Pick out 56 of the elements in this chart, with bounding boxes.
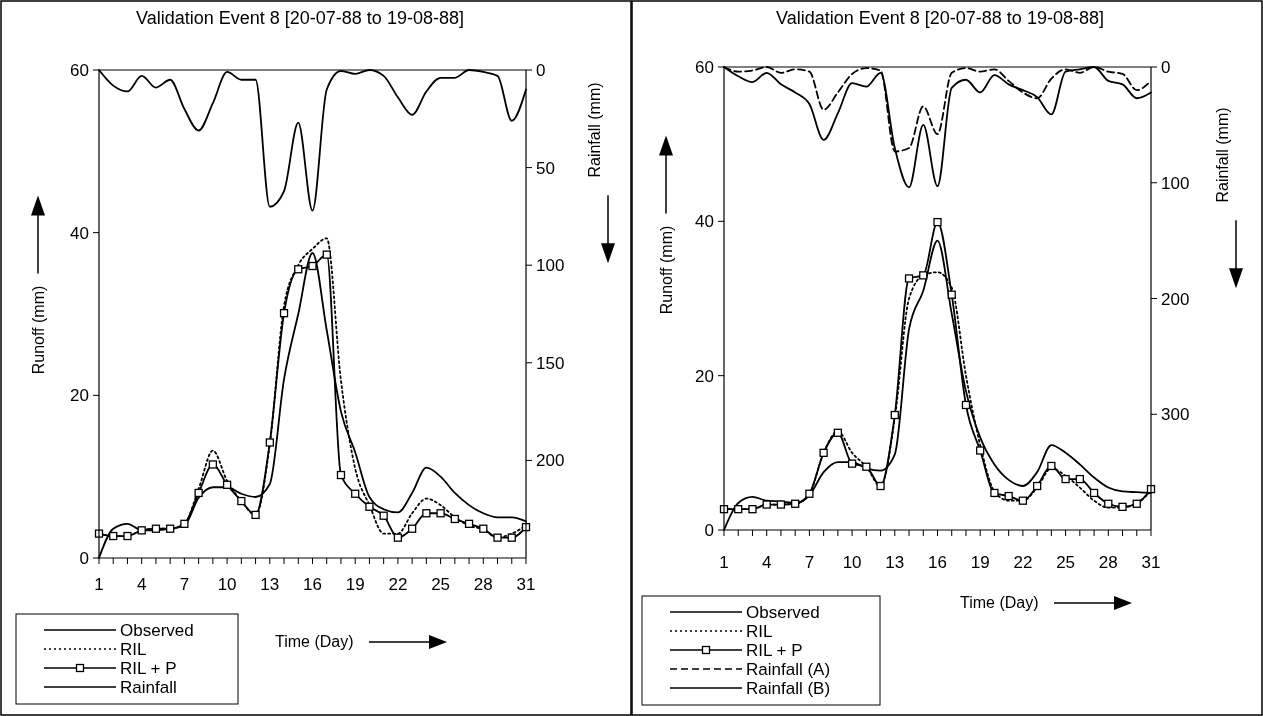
x-tick-label: 10	[217, 575, 237, 594]
x-tick-label: 19	[970, 553, 990, 572]
y2-tick-label: 300	[1161, 405, 1190, 425]
x-tick-label: 7	[179, 575, 190, 594]
x-tick-label: 16	[303, 575, 322, 594]
x-tick-label: 1	[719, 553, 729, 572]
y-tick-label: 40	[70, 223, 89, 243]
x-tick-label: 13	[260, 575, 280, 594]
x-tick-label: 19	[345, 575, 365, 594]
chart-title: Validation Event 8 [20-07-88 to 19-08-88]	[776, 8, 1104, 28]
y2-tick-label: 100	[1161, 173, 1190, 193]
y-tick-label: 0	[79, 549, 89, 568]
y-tick-label: 20	[70, 386, 89, 406]
legend-label: Observed	[746, 603, 820, 622]
y-axis-title: Runoff (mm)	[658, 225, 675, 315]
x-tick-label: 28	[1098, 553, 1118, 572]
y2-tick-label: 0	[536, 61, 546, 80]
x-tick-label: 7	[804, 553, 815, 572]
y-tick-label: 40	[695, 212, 714, 232]
y-axis-title: Runoff (mm)	[30, 285, 47, 375]
x-tick-label: 13	[885, 553, 905, 572]
x-tick-label: 16	[928, 553, 947, 572]
legend-label: RIL	[746, 622, 773, 641]
legend-label: Rainfall (B)	[746, 679, 831, 698]
x-tick-label: 28	[473, 575, 493, 594]
x-tick-label: 31	[1141, 553, 1161, 572]
x-axis-title: Time (Day)	[960, 594, 1039, 611]
y2-tick-label: 0	[1161, 58, 1171, 77]
x-tick-label: 10	[842, 553, 862, 572]
x-tick-label: 1	[94, 575, 104, 594]
x-tick-label: 25	[431, 575, 451, 594]
x-tick-label: 31	[516, 575, 536, 594]
x-tick-label: 4	[761, 553, 772, 572]
chart-title: Validation Event 8 [20-07-88 to 19-08-88]	[136, 8, 464, 28]
x-tick-label: 22	[1013, 553, 1033, 572]
legend-label: Observed	[120, 621, 194, 640]
legend-label: RIL + P	[120, 659, 177, 678]
y2-axis-title: Rainfall (mm)	[586, 82, 603, 178]
y2-axis-title: Rainfall (mm)	[1214, 107, 1231, 203]
y2-tick-label: 150	[536, 353, 565, 373]
y-tick-label: 60	[695, 58, 714, 77]
legend-label: RIL	[120, 640, 147, 659]
y-tick-label: 60	[70, 61, 89, 80]
legend-label: Rainfall	[120, 678, 177, 697]
legend-label: RIL + P	[746, 641, 803, 660]
y-tick-label: 20	[695, 366, 714, 386]
x-tick-label: 22	[388, 575, 408, 594]
y2-tick-label: 200	[1161, 289, 1190, 309]
x-axis-title: Time (Day)	[275, 633, 354, 650]
legend-label: Rainfall (A)	[746, 660, 831, 679]
x-tick-label: 25	[1056, 553, 1076, 572]
y2-tick-label: 50	[536, 158, 555, 178]
x-tick-label: 4	[136, 575, 147, 594]
y2-tick-label: 100	[536, 256, 565, 276]
y-tick-label: 0	[704, 521, 714, 540]
y2-tick-label: 200	[536, 451, 565, 471]
